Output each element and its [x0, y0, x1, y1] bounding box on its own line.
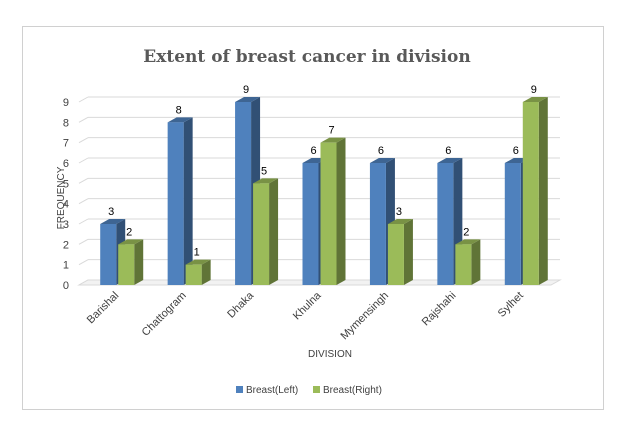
x-tick-label: Dhaka [225, 289, 257, 321]
y-tick-label: 7 [63, 138, 69, 150]
bar-top [185, 259, 211, 265]
y-tick-label: 2 [63, 239, 69, 251]
bar [455, 239, 481, 285]
data-label: 6 [378, 145, 384, 157]
y-tick-label: 1 [63, 260, 69, 272]
x-axis-ticks: Barishal Chattogram Dhaka Khulna Mymensingh R… [85, 289, 526, 342]
bar-front [302, 163, 319, 285]
legend-label: Breast(Left) [246, 385, 298, 396]
bar-top [437, 158, 463, 163]
data-label: 5 [261, 165, 267, 177]
bar-front [118, 244, 135, 285]
bar-side [403, 219, 413, 285]
legend: Breast(Left) Breast(Right) [236, 385, 382, 396]
legend-swatch [313, 386, 320, 393]
data-label: 3 [396, 206, 402, 218]
gridline-depth [78, 116, 89, 123]
data-label: 9 [243, 84, 249, 96]
bar-front [320, 142, 337, 285]
bar [522, 97, 548, 285]
bar-front [253, 183, 270, 285]
legend-item: Breast(Right) [313, 385, 382, 396]
gridline-depth [78, 238, 89, 245]
bar [118, 239, 144, 285]
bar [387, 219, 413, 285]
bar-side [201, 259, 211, 285]
y-tick-label: 5 [63, 178, 69, 190]
legend-label: Breast(Right) [323, 385, 382, 396]
data-label: 3 [108, 206, 114, 218]
x-tick-label: Khulna [291, 289, 324, 322]
bar-side [538, 97, 548, 285]
x-tick-label: Barishal [85, 290, 122, 327]
bar-front [437, 163, 454, 285]
gridline-depth [78, 157, 89, 164]
y-axis-ticks: 0 1 2 3 4 5 6 7 8 9 [63, 97, 69, 292]
data-label: 1 [194, 247, 200, 259]
bar-top [253, 178, 279, 184]
bar-front [522, 102, 539, 285]
bar-top [387, 219, 413, 224]
y-tick-label: 8 [63, 117, 69, 129]
bar-front [235, 102, 252, 285]
bar-top [118, 239, 144, 245]
y-axis-title: FREQUENCY [56, 166, 67, 229]
bar-front [504, 163, 521, 285]
bar-top [100, 219, 126, 224]
bar-front [185, 264, 202, 285]
data-label: 6 [513, 145, 519, 157]
bar-side [134, 239, 144, 285]
bar-front [369, 163, 386, 285]
bar-top [522, 97, 548, 102]
bar-side [183, 117, 193, 285]
bar-top [455, 239, 481, 245]
bar-side [336, 137, 346, 285]
data-label: 6 [445, 145, 451, 157]
y-tick-label: 9 [63, 97, 69, 109]
x-tick-label: Rajshahi [420, 290, 459, 329]
x-axis-title: DIVISION [308, 349, 352, 360]
gridline-depth [78, 218, 89, 225]
y-tick-label: 6 [63, 158, 69, 170]
y-tick-label: 3 [63, 219, 69, 231]
bar-front [387, 224, 404, 285]
bar-front [167, 122, 184, 285]
x-tick-label: Mymensingh [338, 290, 391, 343]
legend-swatch [236, 386, 243, 393]
data-label: 7 [328, 125, 334, 137]
bar-side [269, 178, 279, 285]
x-tick-label: Chattogram [140, 290, 189, 339]
bar-top [167, 117, 193, 123]
gridline-depth [78, 198, 89, 205]
bar-top [235, 97, 261, 102]
data-label: 8 [176, 104, 182, 116]
bar [253, 178, 279, 285]
bar-side [471, 239, 481, 285]
legend-item: Breast(Left) [236, 385, 298, 396]
chart-title: Extent of breast cancer in division [143, 47, 470, 67]
gridline-depth [78, 96, 89, 103]
data-label: 9 [531, 84, 537, 96]
bar [185, 259, 211, 285]
bar-front [455, 244, 472, 285]
x-tick-label: Sylhet [496, 290, 526, 320]
y-tick-label: 4 [63, 199, 69, 211]
y-tick-label: 0 [63, 280, 69, 292]
data-label: 2 [463, 226, 469, 238]
gridline-depth [78, 137, 89, 144]
bar-top [369, 158, 395, 163]
bar-top [320, 137, 346, 143]
data-label: 6 [310, 145, 316, 157]
bar [320, 137, 346, 285]
gridline-depth [78, 177, 89, 184]
gridline-depth [78, 259, 89, 266]
bar-front [100, 224, 117, 285]
data-label: 2 [126, 226, 132, 238]
bar [167, 117, 193, 285]
